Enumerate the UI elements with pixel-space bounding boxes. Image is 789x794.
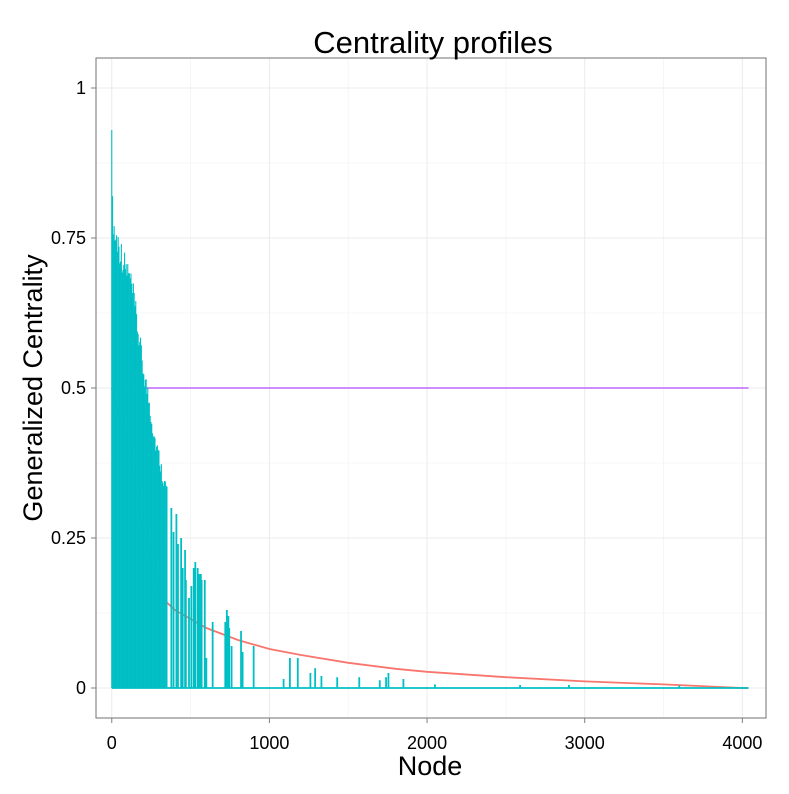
y-tick-label: 0.25 — [51, 528, 86, 548]
y-tick-label: 0 — [76, 678, 86, 698]
x-tick-label: 0 — [107, 733, 117, 753]
series-spikes-2 — [111, 130, 749, 689]
y-axis-title: Generalized Centrality — [18, 254, 48, 522]
y-tick-label: 0.75 — [51, 228, 86, 248]
axis-ticks: 0 1000 2000 3000 4000 0 0.25 0.5 0.75 1 — [51, 78, 762, 753]
y-tick-label: 0.5 — [61, 378, 86, 398]
chart-title: Centrality profiles — [313, 25, 552, 60]
x-tick-label: 2000 — [407, 733, 447, 753]
x-tick-label: 1000 — [249, 733, 289, 753]
x-tick-label: 3000 — [565, 733, 605, 753]
y-tick-label: 1 — [76, 78, 86, 98]
x-tick-label: 4000 — [722, 733, 762, 753]
series-layer — [110, 130, 749, 689]
x-axis-title: Node — [398, 751, 463, 781]
